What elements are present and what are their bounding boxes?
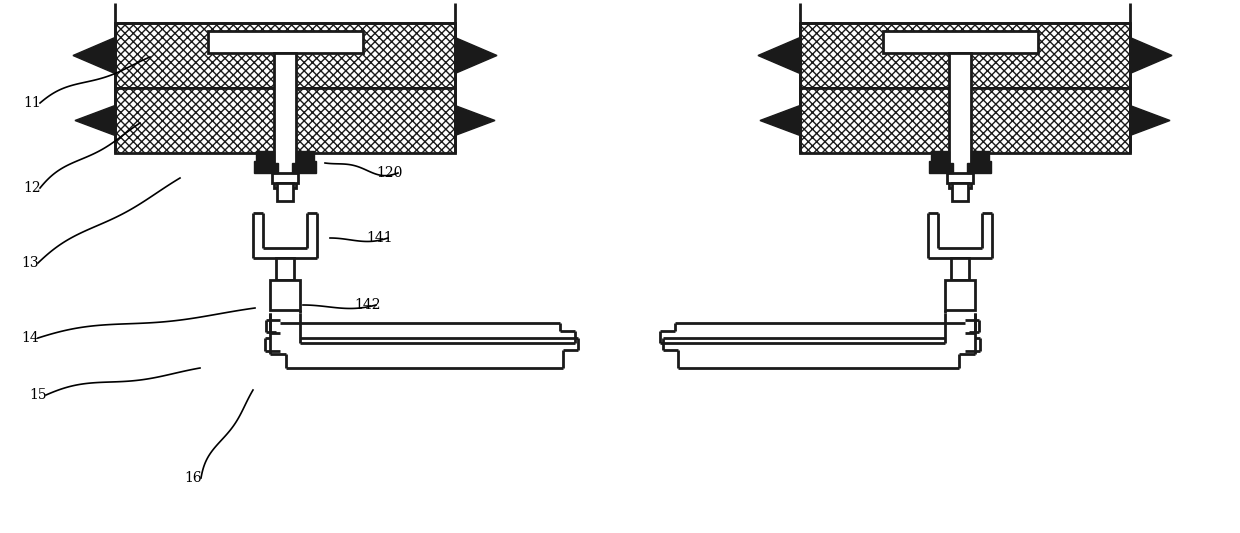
Polygon shape xyxy=(967,151,991,173)
Polygon shape xyxy=(455,37,497,74)
Text: 120: 120 xyxy=(377,166,403,180)
Bar xyxy=(270,280,300,310)
Polygon shape xyxy=(760,106,800,135)
Text: 142: 142 xyxy=(355,298,381,312)
Polygon shape xyxy=(929,151,954,173)
Polygon shape xyxy=(1130,106,1171,135)
Bar xyxy=(272,173,298,183)
Text: 14: 14 xyxy=(21,331,38,345)
Bar xyxy=(947,173,973,183)
Polygon shape xyxy=(254,151,278,173)
Polygon shape xyxy=(74,106,115,135)
Polygon shape xyxy=(1130,37,1172,74)
Bar xyxy=(951,258,968,280)
Bar xyxy=(277,183,293,201)
Bar xyxy=(208,31,363,53)
Bar xyxy=(115,23,455,88)
Polygon shape xyxy=(73,37,115,74)
Text: 16: 16 xyxy=(185,471,202,485)
Bar xyxy=(274,53,296,188)
Bar xyxy=(277,258,294,280)
Text: 11: 11 xyxy=(24,96,41,110)
Bar xyxy=(800,23,1130,88)
Polygon shape xyxy=(291,151,316,173)
Polygon shape xyxy=(455,106,495,135)
Text: 141: 141 xyxy=(367,231,393,245)
Bar xyxy=(883,31,1038,53)
Bar xyxy=(952,183,968,201)
Polygon shape xyxy=(758,37,800,74)
Bar xyxy=(949,53,971,188)
Text: 12: 12 xyxy=(24,181,41,195)
Text: 15: 15 xyxy=(30,388,47,402)
Text: 13: 13 xyxy=(21,256,38,270)
Bar xyxy=(945,280,975,310)
Bar xyxy=(800,88,1130,153)
Bar xyxy=(115,88,455,153)
